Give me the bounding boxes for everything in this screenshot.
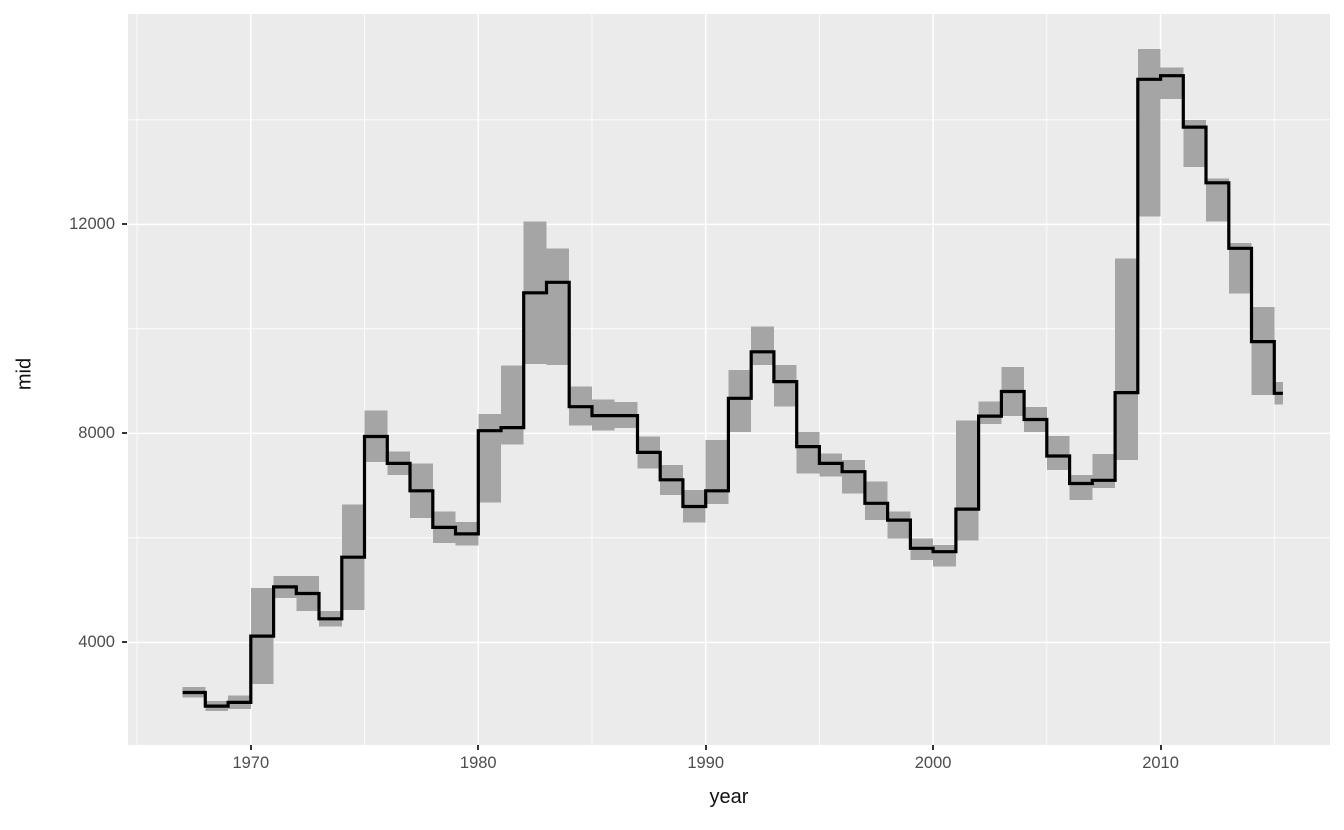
x-tick-mark <box>704 745 707 750</box>
ribbon-bar-1998 <box>887 511 911 539</box>
ribbon-bar-1983 <box>546 248 570 365</box>
y-tick-mark <box>122 223 127 226</box>
ribbon-bar-1992 <box>751 326 774 365</box>
ribbon-bar-2014 <box>1251 306 1275 396</box>
ribbon-bar-1994 <box>796 431 820 474</box>
x-tick-mark <box>932 745 935 750</box>
ribbon-bar-2005 <box>1046 435 1070 470</box>
x-tick-mark <box>477 745 480 750</box>
y-tick-label-12000: 12000 <box>69 215 115 234</box>
x-tick-label-2000: 2000 <box>914 754 952 772</box>
mid-step-line <box>182 74 1283 708</box>
y-tick-label-4000: 4000 <box>78 633 115 652</box>
ribbon-bar-1996 <box>842 459 865 494</box>
ribbon-bar-2001 <box>955 420 979 541</box>
ribbon-bar-1995 <box>819 453 843 477</box>
ribbon-bar-2011 <box>1183 119 1207 167</box>
y-tick-label-8000: 8000 <box>78 424 115 443</box>
ribbon-bar-1991 <box>728 370 752 432</box>
x-tick-mark <box>249 745 252 750</box>
ribbon-bar-2009 <box>1137 49 1161 217</box>
ribbon-bar-2012 <box>1206 178 1229 222</box>
x-tick-label-1980: 1980 <box>459 754 497 772</box>
y-tick-mark <box>122 432 127 435</box>
ribbon-bar-2000 <box>933 545 956 567</box>
ribbon-bar-2010 <box>1160 67 1184 99</box>
ribbon-bar-1997 <box>864 481 888 521</box>
ribbon-bar-2007 <box>1092 454 1116 489</box>
ribbon-bar-1981 <box>500 365 524 445</box>
x-tick-mark <box>1159 745 1162 750</box>
ribbon-bar-1990 <box>705 440 729 504</box>
ribbon-bar-1980 <box>478 414 501 503</box>
x-tick-label-2010: 2010 <box>1142 754 1179 772</box>
y-axis-title: mid <box>13 357 36 391</box>
y-tick-mark <box>122 641 127 644</box>
x-tick-label-1990: 1990 <box>687 754 725 772</box>
x-axis-title: year <box>709 786 749 808</box>
plot-canvas <box>128 14 1330 745</box>
ribbon-bar-2006 <box>1069 475 1093 500</box>
ribbon-bar-1993 <box>773 364 797 407</box>
ribbon-bar-2002 <box>978 401 1002 424</box>
ribbon-bar-2008 <box>1115 258 1138 460</box>
x-tick-label-1970: 1970 <box>232 754 270 772</box>
plot-panel <box>128 14 1330 745</box>
ribbon-bar-2013 <box>1228 243 1252 294</box>
